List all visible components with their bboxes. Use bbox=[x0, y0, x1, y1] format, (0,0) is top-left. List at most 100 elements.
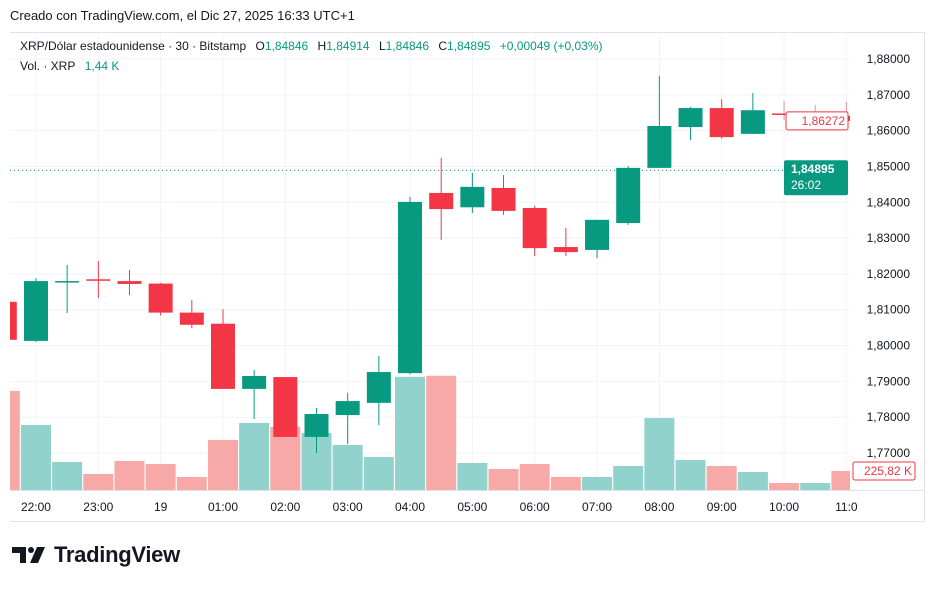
volume-title[interactable]: Vol. · XRP bbox=[20, 59, 76, 73]
chart-panel bbox=[10, 32, 925, 522]
countdown-text: 26:02 bbox=[791, 178, 821, 192]
volume-bar bbox=[207, 439, 238, 490]
low-label: L bbox=[378, 39, 386, 53]
y-tick-label: 1,88000 bbox=[867, 52, 911, 66]
candle-body bbox=[210, 323, 235, 389]
volume-bar bbox=[83, 474, 114, 490]
candle-body bbox=[429, 192, 454, 210]
volume-bar bbox=[737, 471, 768, 490]
volume-bar bbox=[395, 376, 426, 490]
x-tick-label: 04:00 bbox=[395, 500, 425, 514]
x-tick-label: 06:00 bbox=[520, 500, 550, 514]
volume-bar bbox=[831, 470, 850, 490]
candle-body bbox=[398, 201, 423, 374]
candlestick-chart[interactable]: 1,88000 1,87000 1,86000 1,85000 1,84000 1,830… bbox=[0, 0, 936, 530]
x-tick-label: 02:00 bbox=[270, 500, 300, 514]
candle-body bbox=[86, 279, 111, 281]
candle-body bbox=[55, 281, 80, 283]
volume-bar bbox=[270, 426, 301, 490]
volume-bar bbox=[145, 463, 176, 490]
high-value: 1,84914 bbox=[326, 39, 370, 53]
bar-close-badge bbox=[785, 111, 849, 131]
volume-bar bbox=[176, 476, 207, 490]
candle-body bbox=[304, 413, 329, 437]
y-tick-label: 1,80000 bbox=[867, 339, 911, 353]
symbol-title[interactable]: XRP/Dólar estadounidense · 30 · Bitstamp bbox=[20, 39, 247, 53]
volume-bar bbox=[519, 463, 550, 490]
y-tick-label: 1,84000 bbox=[867, 195, 911, 209]
candle-body bbox=[242, 376, 267, 389]
volume-bar bbox=[363, 456, 394, 490]
y-tick-label: 1,86000 bbox=[867, 124, 911, 138]
candle-body bbox=[366, 372, 391, 403]
volume-badge-text: 225,82 K bbox=[864, 464, 912, 478]
candle-body bbox=[179, 312, 204, 325]
change-value: +0,00049 (+0,03%) bbox=[499, 39, 603, 53]
volume-bar bbox=[52, 461, 83, 490]
y-tick-label: 1,77000 bbox=[867, 446, 911, 460]
x-tick-label: 23:00 bbox=[83, 500, 113, 514]
volume-bar bbox=[644, 418, 675, 490]
volume-value: 1,44 K bbox=[84, 59, 120, 73]
volume-bar bbox=[613, 466, 644, 490]
x-tick-label: 19 bbox=[154, 500, 168, 514]
last-price-text: 1,84895 bbox=[791, 162, 835, 176]
open-label: O bbox=[255, 39, 265, 53]
brand-name: TradingView bbox=[54, 542, 180, 567]
x-tick-label: 01:00 bbox=[208, 500, 238, 514]
candle-body bbox=[616, 167, 641, 224]
y-tick-label: 1,79000 bbox=[867, 374, 911, 388]
candle-body bbox=[709, 108, 734, 138]
close-value: 1,84895 bbox=[447, 39, 491, 53]
candle-body bbox=[273, 377, 298, 437]
x-tick-label: 10:00 bbox=[769, 500, 799, 514]
volume-bar bbox=[800, 483, 831, 490]
x-tick-label: 08:00 bbox=[644, 500, 674, 514]
ohlc-legend: XRP/Dólar estadounidense · 30 · Bitstamp… bbox=[20, 39, 603, 53]
candle-body bbox=[117, 281, 142, 284]
volume-bar bbox=[675, 460, 706, 490]
candle-body bbox=[491, 187, 516, 211]
chart-caption: Creado con TradingView.com, el Dic 27, 2… bbox=[10, 8, 355, 23]
x-tick-label: 03:00 bbox=[333, 500, 363, 514]
candle-body bbox=[335, 401, 360, 416]
volume-bar bbox=[332, 444, 363, 490]
candle-body bbox=[553, 247, 578, 253]
candle-body bbox=[10, 301, 17, 340]
volume-bar bbox=[706, 466, 737, 490]
y-tick-label: 1,87000 bbox=[867, 88, 911, 102]
volume-bar bbox=[488, 468, 519, 490]
x-tick-label: 07:00 bbox=[582, 500, 612, 514]
last-price-badge bbox=[784, 160, 848, 196]
tradingview-logo-icon bbox=[12, 547, 45, 563]
volume-bar bbox=[582, 476, 613, 490]
candle-body bbox=[585, 219, 610, 250]
candle-body bbox=[647, 125, 672, 168]
close-label: C bbox=[438, 39, 448, 53]
plot-area[interactable] bbox=[0, 33, 861, 490]
x-tick-label: 22:00 bbox=[21, 500, 51, 514]
candle-body bbox=[522, 208, 547, 249]
x-tick-label: 11:0 bbox=[835, 500, 858, 514]
candle-body bbox=[740, 110, 765, 134]
volume-bar bbox=[457, 462, 488, 490]
y-tick-label: 1,83000 bbox=[867, 231, 911, 245]
bar-close-text: 1,86272 bbox=[802, 114, 846, 128]
volume-badge bbox=[852, 461, 916, 481]
y-tick-label: 1,81000 bbox=[867, 303, 911, 317]
y-tick-label: 1,82000 bbox=[867, 267, 911, 281]
tradingview-logo[interactable]: TradingView bbox=[12, 542, 180, 568]
low-value: 1,84846 bbox=[385, 39, 430, 53]
y-tick-label: 1,78000 bbox=[867, 410, 911, 424]
volume-bar bbox=[239, 422, 270, 490]
volume-bar bbox=[550, 476, 581, 490]
y-tick-label: 1,85000 bbox=[867, 159, 911, 173]
open-value: 1,84846 bbox=[264, 39, 309, 53]
volume-bar bbox=[114, 460, 145, 490]
candle-body bbox=[23, 281, 48, 341]
volume-bar bbox=[20, 424, 51, 490]
high-label: H bbox=[317, 39, 327, 53]
candle-body bbox=[460, 186, 485, 208]
candle-body bbox=[148, 283, 173, 313]
x-tick-label: 05:00 bbox=[457, 500, 487, 514]
